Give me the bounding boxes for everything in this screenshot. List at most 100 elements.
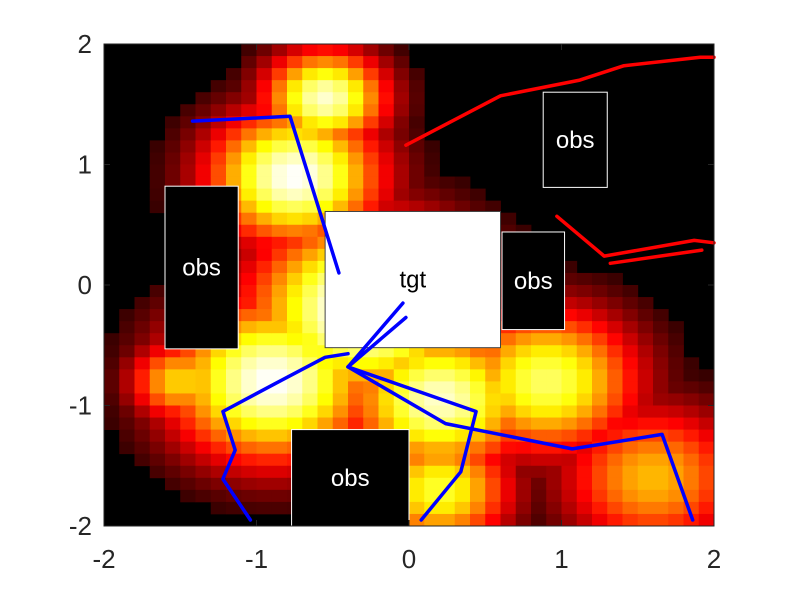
- heatmap-cell: [149, 465, 166, 479]
- heatmap-cell: [546, 333, 562, 346]
- heatmap-cell: [241, 176, 257, 189]
- heatmap-cell: [348, 417, 364, 430]
- heatmap-cell: [500, 477, 517, 491]
- heatmap-cell: [378, 128, 395, 141]
- heatmap-cell: [256, 345, 273, 358]
- heatmap-cell: [302, 212, 318, 226]
- heatmap-cell: [653, 381, 669, 394]
- heatmap-cell: [226, 68, 242, 81]
- heatmap-cell: [637, 513, 654, 527]
- heatmap-cell: [195, 128, 212, 141]
- heatmap-cell: [195, 489, 212, 503]
- heatmap-cell: [698, 405, 715, 418]
- heatmap-cell: [607, 465, 623, 479]
- heatmap-cell: [104, 381, 120, 394]
- heatmap-cell: [165, 393, 181, 406]
- heatmap-cell: [149, 405, 166, 418]
- heatmap-cell: [698, 489, 715, 503]
- heatmap-cell: [149, 333, 166, 346]
- heatmap-cell: [302, 345, 318, 358]
- heatmap-cell: [256, 236, 273, 250]
- heatmap-cell: [683, 429, 700, 443]
- heatmap-cell: [149, 381, 166, 394]
- heatmap-cell: [256, 369, 273, 382]
- heatmap-cell: [409, 369, 425, 382]
- heatmap-cell: [622, 405, 639, 418]
- heatmap-cell: [149, 429, 166, 443]
- heatmap-cell: [698, 453, 715, 467]
- heatmap-cell: [210, 357, 227, 370]
- heatmap-cell: [561, 369, 578, 382]
- heatmap-cell: [119, 417, 135, 430]
- heatmap-cell: [210, 104, 227, 117]
- heatmap-cell: [271, 285, 288, 298]
- heatmap-cell: [546, 453, 562, 467]
- heatmap-cell: [439, 405, 456, 418]
- heatmap-cell: [134, 321, 151, 334]
- heatmap-cell: [210, 92, 227, 105]
- heatmap-cell: [348, 140, 364, 153]
- heatmap-cell: [515, 441, 532, 455]
- heatmap-cell: [561, 465, 578, 479]
- heatmap-cell: [622, 309, 639, 322]
- heatmap-cell: [500, 417, 517, 430]
- heatmap-cell: [378, 200, 395, 214]
- heatmap-cell: [104, 333, 120, 346]
- heatmap-cell: [637, 417, 654, 430]
- heatmap-cell: [149, 345, 166, 358]
- heatmap-cell: [256, 297, 273, 310]
- heatmap-cell: [363, 68, 379, 81]
- heatmap-cell: [454, 345, 471, 358]
- heatmap-cell: [210, 128, 227, 141]
- heatmap-cell: [226, 128, 242, 141]
- heatmap-cell: [546, 405, 562, 418]
- heatmap-cell: [180, 405, 196, 418]
- heatmap-cell: [180, 381, 196, 394]
- heatmap-cell: [348, 164, 364, 177]
- heatmap-cell: [485, 441, 501, 455]
- heatmap-cell: [485, 489, 501, 503]
- heatmap-cell: [607, 345, 623, 358]
- heatmap-cell: [287, 321, 303, 334]
- heatmap-cell: [668, 345, 684, 358]
- heatmap-cell: [576, 477, 593, 491]
- heatmap-cell: [348, 68, 364, 81]
- region-box-obs-3: [542, 91, 608, 188]
- heatmap-cell: [271, 465, 288, 479]
- heatmap-cell: [668, 441, 684, 455]
- heatmap-cell: [393, 405, 410, 418]
- heatmap-cell: [180, 369, 196, 382]
- heatmap-cell: [226, 140, 242, 153]
- heatmap-cell: [592, 333, 608, 346]
- heatmap-cell: [271, 477, 288, 491]
- heatmap-cell: [210, 369, 227, 382]
- heatmap-cell: [134, 417, 151, 430]
- heatmap-cell: [241, 345, 257, 358]
- heatmap-cell: [515, 369, 532, 382]
- heatmap-cell: [226, 357, 242, 370]
- heatmap-cell: [256, 152, 273, 165]
- heatmap-cell: [637, 297, 654, 310]
- heatmap-cell: [210, 489, 227, 503]
- heatmap-cell: [317, 381, 334, 394]
- blue-trajectory-0: [190, 114, 341, 275]
- heatmap-cell: [149, 441, 166, 455]
- heatmap-cell: [607, 381, 623, 394]
- heatmap-cell: [226, 465, 242, 479]
- x-tick-label: -2: [92, 544, 115, 574]
- heatmap-cell: [683, 357, 700, 370]
- heatmap-cell: [317, 104, 334, 117]
- heatmap-cell: [332, 176, 349, 189]
- heatmap-cell: [485, 465, 501, 479]
- heatmap-cell: [668, 393, 684, 406]
- heatmap-cell: [653, 501, 669, 515]
- heatmap-cell: [256, 477, 273, 491]
- heatmap-cell: [241, 140, 257, 153]
- heatmap-cell: [668, 333, 684, 346]
- heatmap-cell: [317, 417, 334, 430]
- heatmap-cell: [271, 128, 288, 141]
- heatmap-cell: [119, 321, 135, 334]
- heatmap-cell: [241, 405, 257, 418]
- heatmap-cell: [393, 80, 410, 93]
- heatmap-cell: [134, 369, 151, 382]
